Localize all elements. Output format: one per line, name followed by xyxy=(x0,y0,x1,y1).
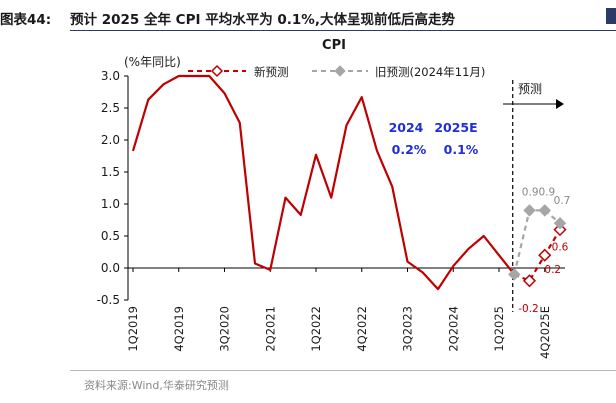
title-divider xyxy=(70,30,616,31)
y-axis: 3.0 2.5 2.0 1.5 1.0 0.5 0.0 -0.5 xyxy=(97,69,128,307)
markers-group xyxy=(508,204,567,288)
forecast-arrow-head xyxy=(556,99,564,109)
chart-title: CPI xyxy=(322,38,346,53)
new-forecast-marker xyxy=(522,274,537,288)
x-tick-label: 1Q2025 xyxy=(492,306,506,352)
old-forecast-value-label: 0.90.9 xyxy=(522,186,555,198)
bottom-divider xyxy=(70,370,616,371)
legend: 新预测 旧预测(2024年11月) xyxy=(188,64,485,79)
y-tick-label: 3.0 xyxy=(101,69,120,83)
annotation-year-2024: 2024 xyxy=(389,120,424,135)
chart-frame xyxy=(127,76,565,312)
new-forecast-value-label: 0.6 xyxy=(552,242,569,254)
point-labels-group: -0.2 0.2 0.6 0.90.90.7 xyxy=(518,186,570,314)
series-group xyxy=(131,74,561,291)
y-tick-label: 1.5 xyxy=(101,165,120,179)
new-forecast-marker xyxy=(553,223,567,237)
source-note: 资料来源:Wind,华泰研究预测 xyxy=(84,379,229,392)
legend-label-old: 旧预测(2024年11月) xyxy=(375,65,485,79)
x-axis: 1Q2019 4Q2019 3Q2020 2Q2021 1Q2022 4Q2022 3Q20… xyxy=(126,268,552,359)
y-tick-label: 0.5 xyxy=(101,229,120,243)
old-forecast-marker xyxy=(508,268,521,281)
legend-swatch-marker-old xyxy=(334,65,346,77)
y-tick-label: 0.0 xyxy=(101,261,120,275)
y-tick-label: -0.5 xyxy=(97,293,120,307)
x-tick-label: 3Q2023 xyxy=(401,306,415,352)
new-forecast-value-label: -0.2 xyxy=(518,303,539,315)
series-line-new-forecast xyxy=(513,229,561,282)
y-tick-label: 1.0 xyxy=(101,197,120,211)
x-tick-label: 3Q2020 xyxy=(218,306,232,352)
x-tick-label: 2Q2021 xyxy=(263,306,277,352)
annotation-year-2025e: 2025E xyxy=(434,120,477,135)
x-tick-label: 4Q2025E xyxy=(538,306,552,359)
old-forecast-marker xyxy=(538,204,551,217)
series-line-old-forecast xyxy=(513,209,561,275)
y-tick-label: 2.5 xyxy=(101,101,120,115)
old-forecast-marker xyxy=(553,216,567,230)
figure-title: 预计 2025 全年 CPI 平均水平为 0.1%,大体呈现前低后高走势 xyxy=(70,12,455,28)
old-forecast-marker xyxy=(523,204,536,217)
x-tick-label: 4Q2019 xyxy=(172,306,186,352)
x-tick-label: 1Q2022 xyxy=(309,306,323,352)
x-tick-label: 4Q2022 xyxy=(355,306,369,352)
adjacent-figure-edge xyxy=(606,8,616,24)
legend-swatch-marker-new xyxy=(210,64,224,78)
annotation-value-2025e: 0.1% xyxy=(444,142,479,157)
annotation-value-2024: 0.2% xyxy=(392,142,427,157)
new-forecast-value-label: 0.2 xyxy=(544,264,561,276)
y-tick-label: 2.0 xyxy=(101,133,120,147)
old-forecast-value-label: 0.7 xyxy=(554,195,571,207)
x-tick-label: 2Q2024 xyxy=(446,306,460,352)
unit-label: (%年同比) xyxy=(124,55,181,69)
new-forecast-marker xyxy=(538,248,552,262)
forecast-label: 预测 xyxy=(518,82,542,96)
series-line-historical xyxy=(131,74,516,291)
figure-label: 图表44: xyxy=(0,12,52,28)
x-tick-label: 1Q2019 xyxy=(126,306,140,352)
legend-label-new: 新预测 xyxy=(254,65,289,79)
